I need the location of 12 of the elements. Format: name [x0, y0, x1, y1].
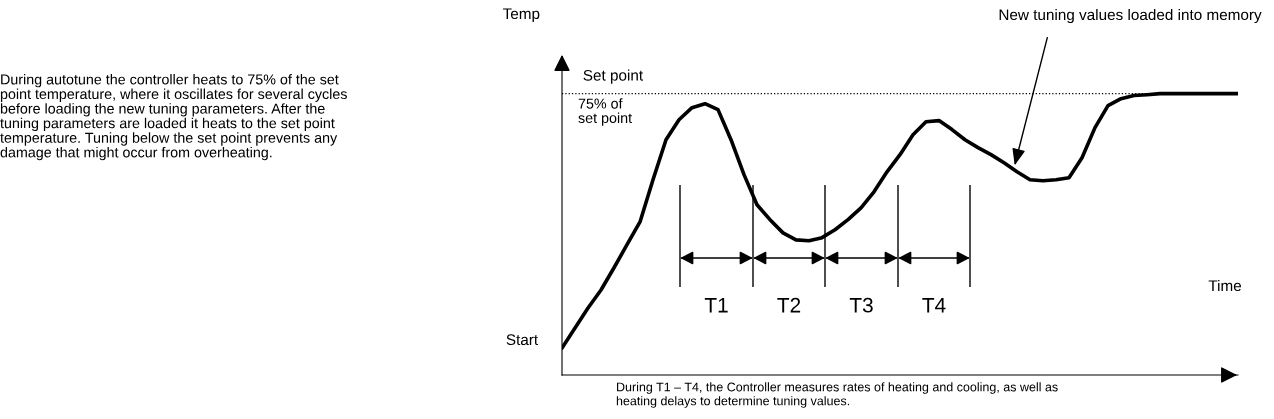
text: During autotune the controller heats to 75% of the set point temperature, where it oscillates for several cycles before loading the new tuning parameters. After the tuning parameters are loaded it heats to the set point temperature. Tuning below the set point prevents any damage that might occur from overheating. — [0, 74, 347, 161]
annotation: T1 — [704, 298, 728, 313]
annotation: T2 — [777, 297, 801, 313]
text: New tuning values loaded into memory — [999, 8, 1262, 24]
text: Start — [506, 334, 539, 346]
annotation: T3 — [849, 297, 873, 313]
annotation: 75% of set point — [578, 98, 632, 126]
y-axis-title: Temp — [502, 8, 540, 23]
text: During T1 – T4, the Controller measures rates of heating and cooling, as well as heating delays to determine tuning values. — [616, 382, 1058, 408]
annotation: T4 — [922, 298, 946, 313]
ref-line-label: Set point — [583, 69, 643, 84]
x-axis-title: Time — [1208, 279, 1242, 292]
